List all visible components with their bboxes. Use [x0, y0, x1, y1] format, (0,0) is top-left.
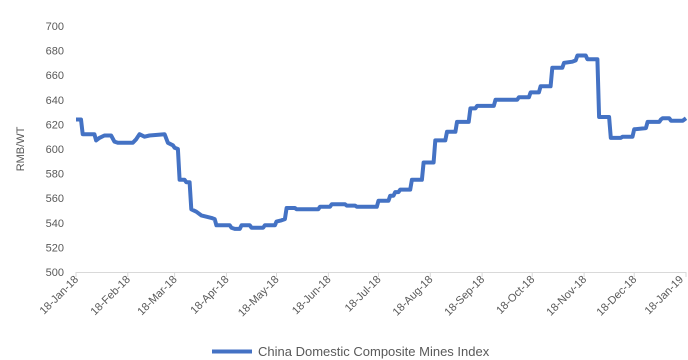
x-tick-label: 18-Dec-18 [595, 274, 640, 319]
y-tick-label: 620 [46, 119, 64, 131]
y-tick-label: 580 [46, 169, 64, 181]
y-tick-label: 560 [46, 193, 64, 205]
x-tick-label: 18-Oct-18 [494, 274, 537, 317]
y-tick-label: 520 [46, 242, 64, 254]
x-tick-label: 18-Jan-18 [38, 274, 82, 318]
y-tick-label: 500 [46, 267, 64, 279]
x-tick-label: 18-Nov-18 [544, 274, 589, 319]
y-axis-title: RMB/WT [15, 126, 27, 171]
x-tick-label: 18-Apr-18 [188, 274, 231, 317]
y-tick-label: 680 [46, 46, 64, 58]
y-tick-label: 600 [46, 144, 64, 156]
y-tick-label: 540 [46, 218, 64, 230]
legend-label: China Domestic Composite Mines Index [258, 344, 490, 359]
x-tick-label: 18-Jan-19 [643, 274, 687, 318]
x-tick-label: 18-May-18 [236, 274, 282, 320]
x-tick-label: 18-Aug-18 [391, 274, 436, 319]
x-tick-label: 18-Jun-18 [290, 274, 334, 318]
x-axis-tick-labels: 18-Jan-18 18-Feb-18 18-Mar-18 18-Apr-18 18-M… [38, 274, 687, 320]
series-line-china-domestic-composite-mines-index [76, 53, 688, 231]
y-tick-label: 700 [46, 21, 64, 33]
y-tick-label: 640 [46, 95, 64, 107]
x-tick-label: 18-Sep-18 [442, 274, 487, 319]
y-axis-tick-labels: 500 520 540 560 580 600 620 640 660 680 700 [46, 21, 64, 279]
x-tick-label: 18-Jul-18 [343, 274, 384, 315]
x-tick-label: 18-Feb-18 [89, 274, 133, 318]
y-tick-label: 660 [46, 70, 64, 82]
legend: China Domestic Composite Mines Index [212, 344, 490, 359]
x-axis-tick-marks [75, 272, 687, 277]
x-tick-label: 18-Mar-18 [135, 274, 179, 318]
